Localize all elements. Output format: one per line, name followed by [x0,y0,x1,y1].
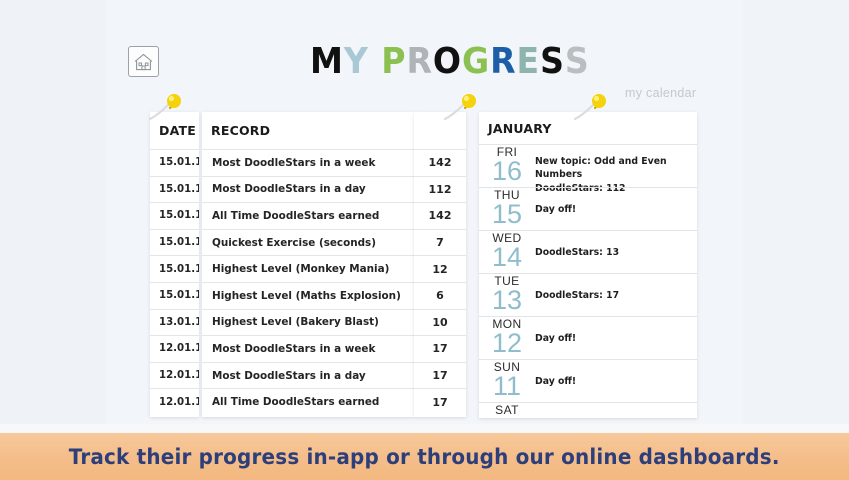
calendar-day-cell: TUE 13 [487,274,527,314]
calendar-month-title: JANUARY [488,120,552,136]
calendar-entry-line: Day off! [535,204,577,215]
calendar-weekday-label: TUE [494,274,520,288]
table-row-record: Highest Level (Monkey Mania) [202,255,414,282]
calendar-weekday-label: MON [492,317,522,331]
table-row-date: 15.01.15 [150,175,199,203]
calendar-day-cell: THU 15 [487,188,527,228]
calendar-weekday-label: WED [492,231,522,245]
title-letter-0: M [310,41,344,82]
table-row-value: 17 [414,361,466,389]
calendar-row[interactable]: SAT [479,402,697,418]
calendar-entry-line: DoodleStars: 112 [535,182,626,194]
calendar-day-cell: MON 12 [487,317,527,357]
title-letter-8: E [516,41,541,82]
record-table-record-column: RECORD Most DoodleStars in a week Most Do… [202,112,414,417]
column-header-value [414,112,466,149]
calendar-entry-line: Day off! [535,376,577,387]
calendar-entry-line: DoodleStars: 13 [535,247,620,258]
table-row-date: 15.01.15 [150,149,199,176]
table-row-value: 142 [414,202,466,229]
calendar-row[interactable]: WED 14 DoodleStars: 13 [479,230,697,273]
table-row-record: All Time DoodleStars earned [202,388,414,415]
calendar-row[interactable]: FRI 16 New topic: Odd and Even Numbers Dood… [479,144,697,194]
calendar-row[interactable]: TUE 13 DoodleStars: 17 [479,273,697,316]
calendar-entry-text: DoodleStars: 17 [527,274,697,302]
table-row-date: 12.01.15 [150,361,199,389]
table-row-record: All Time DoodleStars earned [202,202,414,229]
calendar-entry-line: New topic: Odd and Even Numbers [535,156,667,181]
calendar-entry-text: DoodleStars: 13 [527,231,697,259]
calendar-row[interactable]: MON 12 Day off! [479,316,697,359]
table-row-value: 112 [414,175,466,203]
table-row-value: 10 [414,308,466,336]
table-row-record: Quickest Exercise (seconds) [202,228,414,256]
table-row-record: Highest Level (Bakery Blast) [202,308,414,336]
calendar-weekday-label: FRI [496,145,518,159]
table-row-date: 15.01.15 [150,228,199,256]
table-row-date: 12.01.15 [150,335,199,362]
table-row-value: 7 [414,228,466,256]
calendar-entry-line: Day off! [535,333,577,344]
table-row-record: Most DoodleStars in a week [202,149,414,176]
title-letter-10: S [564,41,590,82]
title-letter-7: R [490,41,517,82]
table-row-date: 15.01.15 [150,281,199,309]
calendar-entry-text: Day off! [527,317,697,345]
table-row-value: 6 [414,281,466,309]
title-letter-4: R [406,41,433,82]
background-band-left [0,0,106,432]
table-row-date: 15.01.15 [150,202,199,229]
column-header-date: DATE [159,123,196,138]
calendar-entry-text: Day off! [527,360,697,388]
table-row-value: 142 [414,149,466,176]
title-letter-1: Y [343,41,369,82]
bottom-banner: Track their progress in-app or through o… [0,433,849,480]
table-row-date: 15.01.15 [150,255,199,282]
record-table-date-column: DATE 15.01.1515.01.1515.01.1515.01.1515.… [150,112,199,417]
calendar-row[interactable]: THU 15 Day off! [479,187,697,230]
calendar-weekday-label: SUN [493,360,521,374]
table-row-record: Most DoodleStars in a week [202,335,414,362]
table-row-date: 13.01.15 [150,308,199,336]
title-letter-5: O [432,41,462,82]
table-row-value: 17 [414,335,466,362]
table-row-date: 12.01.15 [150,388,199,415]
calendar-row[interactable]: SUN 11 Day off! [479,359,697,402]
calendar-weekday-label: THU [494,188,520,202]
banner-text: Track their progress in-app or through o… [69,444,780,469]
table-row-record: Most DoodleStars in a day [202,175,414,203]
calendar-day-number: 12 [491,328,523,358]
calendar-day-number: 15 [491,199,523,229]
calendar-weekday-label: SAT [495,403,519,417]
record-table: DATE 15.01.1515.01.1515.01.1515.01.1515.… [150,112,466,417]
calendar-day-number: 13 [491,285,523,315]
table-row-value: 12 [414,255,466,282]
title-letter-2 [369,44,381,80]
calendar-day-number: 16 [491,156,523,186]
background-band-right [743,0,849,432]
calendar-entry-line: DoodleStars: 17 [535,290,620,301]
column-header-record: RECORD [211,123,271,138]
calendar-day-cell: SUN 11 [487,360,527,400]
title-letter-6: G [461,41,491,82]
home-icon [133,52,154,72]
calendar-day-cell: WED 14 [487,231,527,271]
calendar-day-number: 14 [491,242,523,272]
table-row-value: 17 [414,388,466,415]
table-row-record: Highest Level (Maths Explosion) [202,281,414,309]
calendar-day-number: 11 [492,371,522,401]
my-calendar-label: my calendar [625,86,697,100]
calendar-entry-text: Day off! [527,188,697,216]
calendar-day-cell: FRI 16 [487,145,527,185]
title-letter-9: S [540,41,565,82]
calendar-day-cell: SAT [487,403,527,416]
home-button[interactable] [128,46,159,77]
calendar-entry-text: New topic: Odd and Even Numbers DoodleSta… [527,145,697,195]
calendar-panel: JANUARY FRI 16 New topic: Odd and Even Num… [479,112,697,418]
table-row-record: Most DoodleStars in a day [202,361,414,389]
page-title: MY PROGRESS [310,41,589,82]
record-table-value-column: 142 112 142 7 12 6 10 17 17 17 [414,112,466,417]
banner-gap [0,424,849,433]
title-letter-3: P [381,41,407,82]
